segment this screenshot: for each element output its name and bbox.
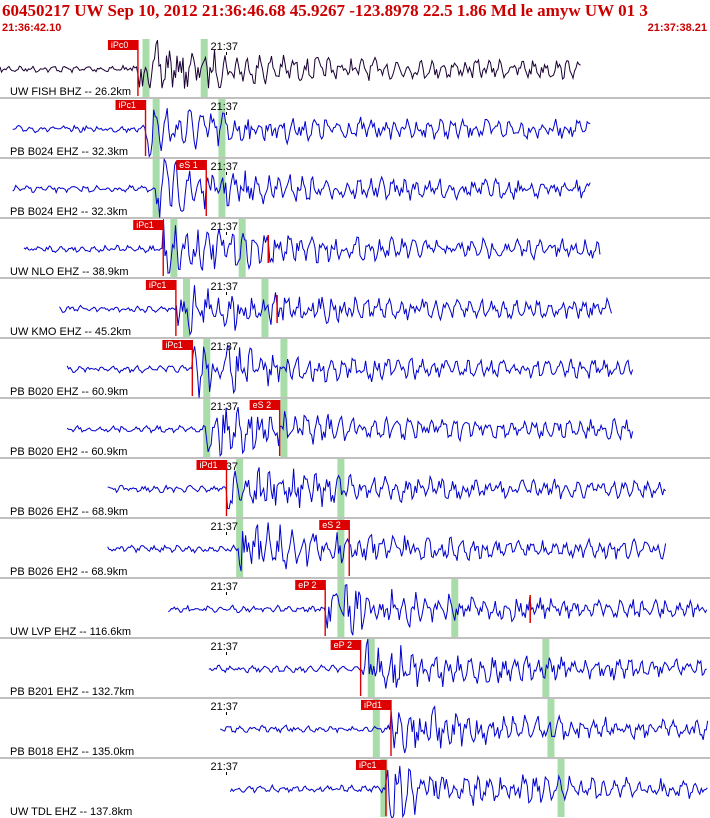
pick-label: iPc0: [111, 40, 129, 50]
pick-label: iPc1: [165, 340, 183, 350]
pick-flag: [360, 700, 391, 710]
pick-flag: [145, 280, 176, 290]
time-tick-label: 21:37: [211, 521, 239, 533]
pick-flag: [115, 100, 146, 110]
pick-label: iPc1: [119, 100, 137, 110]
event-header: 60450217 UW Sep 10, 2012 21:36:46.68 45.…: [0, 0, 710, 38]
pick-flag: [249, 400, 280, 410]
station-label: PB B026 EH2 -- 68.9km: [10, 566, 127, 578]
time-tick-label: 21:37: [211, 581, 239, 593]
pick-flag: [162, 340, 193, 350]
waveform-trace: [208, 638, 707, 689]
time-tick-label: 21:37: [211, 281, 239, 293]
pick-flag: [133, 220, 164, 230]
start-time-label: 21:36:42.10: [2, 22, 62, 34]
event-title: 60450217 UW Sep 10, 2012 21:36:46.68 45.…: [2, 1, 648, 20]
end-time-label: 21:37:38.21: [647, 22, 707, 34]
time-window-marker: [218, 159, 226, 217]
waveform-trace: [219, 705, 709, 754]
station-label: UW FISH BHZ -- 26.2km: [10, 86, 131, 98]
time-tick-label: 21:37: [211, 701, 239, 713]
station-label: UW KMO EHZ -- 45.2km: [10, 326, 131, 338]
time-window-marker: [203, 399, 211, 457]
pick-label: iPc1: [136, 220, 154, 230]
time-window-marker: [200, 39, 208, 97]
time-window-marker: [236, 459, 244, 517]
pick-flag: [319, 520, 350, 530]
time-window-marker: [280, 399, 288, 457]
pick-flag: [355, 760, 386, 770]
time-window-marker: [337, 519, 345, 577]
station-label: PB B024 EHZ -- 32.3km: [10, 146, 128, 158]
time-window-marker: [451, 579, 459, 637]
station-label: PB B020 EH2 -- 60.9km: [10, 446, 127, 458]
pick-label: iPc1: [359, 760, 377, 770]
pick-label: eS 2: [322, 520, 341, 530]
time-window-marker: [183, 279, 191, 337]
pick-flag: [176, 160, 207, 170]
waveform-trace: [12, 157, 591, 218]
time-window-marker: [238, 219, 246, 277]
waveform-trace: [229, 765, 708, 818]
pick-label: eP 2: [298, 580, 316, 590]
station-label: PB B024 EH2 -- 32.3km: [10, 206, 127, 218]
time-tick-label: 21:37: [211, 761, 239, 773]
time-window-marker: [236, 519, 244, 577]
pick-label: iPc1: [149, 280, 167, 290]
time-tick-label: 21:37: [211, 341, 239, 353]
station-label: PB B018 EHZ -- 135.0km: [10, 746, 134, 758]
time-tick-label: 21:37: [211, 641, 239, 653]
station-label: PB B020 EHZ -- 60.9km: [10, 386, 128, 398]
pick-flag: [107, 40, 138, 50]
time-tick-label: 21:37: [211, 401, 239, 413]
station-label: UW TDL EHZ -- 137.8km: [10, 806, 132, 818]
time-window-marker: [218, 99, 226, 157]
waveform-trace: [66, 406, 634, 458]
pick-label: iPd1: [364, 700, 382, 710]
waveform-trace: [66, 344, 634, 399]
waveform-trace: [107, 467, 666, 510]
waveform-trace: [0, 40, 581, 89]
seismogram-plot: 21:37 iPc0 UW FISH BHZ -- 26.2km 21:37 iPc1 P…: [0, 39, 710, 818]
time-tick-label: 21:37: [211, 161, 239, 173]
pick-label: eS 2: [253, 400, 272, 410]
waveform-trace: [23, 219, 601, 274]
station-label: UW LVP EHZ -- 116.6km: [10, 626, 131, 638]
pick-label: eS 1: [179, 160, 198, 170]
waveform-trace: [59, 285, 612, 337]
time-tick-label: 21:37: [211, 101, 239, 113]
time-tick-label: 21:37: [211, 221, 239, 233]
station-label: UW NLO EHZ -- 38.9km: [10, 266, 129, 278]
waveform-trace: [12, 108, 591, 158]
time-window-marker: [152, 99, 160, 157]
waveform-trace: [107, 522, 667, 572]
waveform-trace: [168, 584, 708, 636]
pick-flag: [330, 640, 361, 650]
pick-flag: [196, 460, 227, 470]
time-tick-label: 21:37: [211, 41, 239, 53]
pick-label: eP 2: [334, 640, 352, 650]
pick-label: iPd1: [200, 460, 218, 470]
station-label: PB B201 EHZ -- 132.7km: [10, 686, 134, 698]
time-window-marker: [152, 159, 160, 217]
station-label: PB B026 EHZ -- 68.9km: [10, 506, 128, 518]
time-window-marker: [280, 339, 288, 397]
pick-flag: [295, 580, 326, 590]
